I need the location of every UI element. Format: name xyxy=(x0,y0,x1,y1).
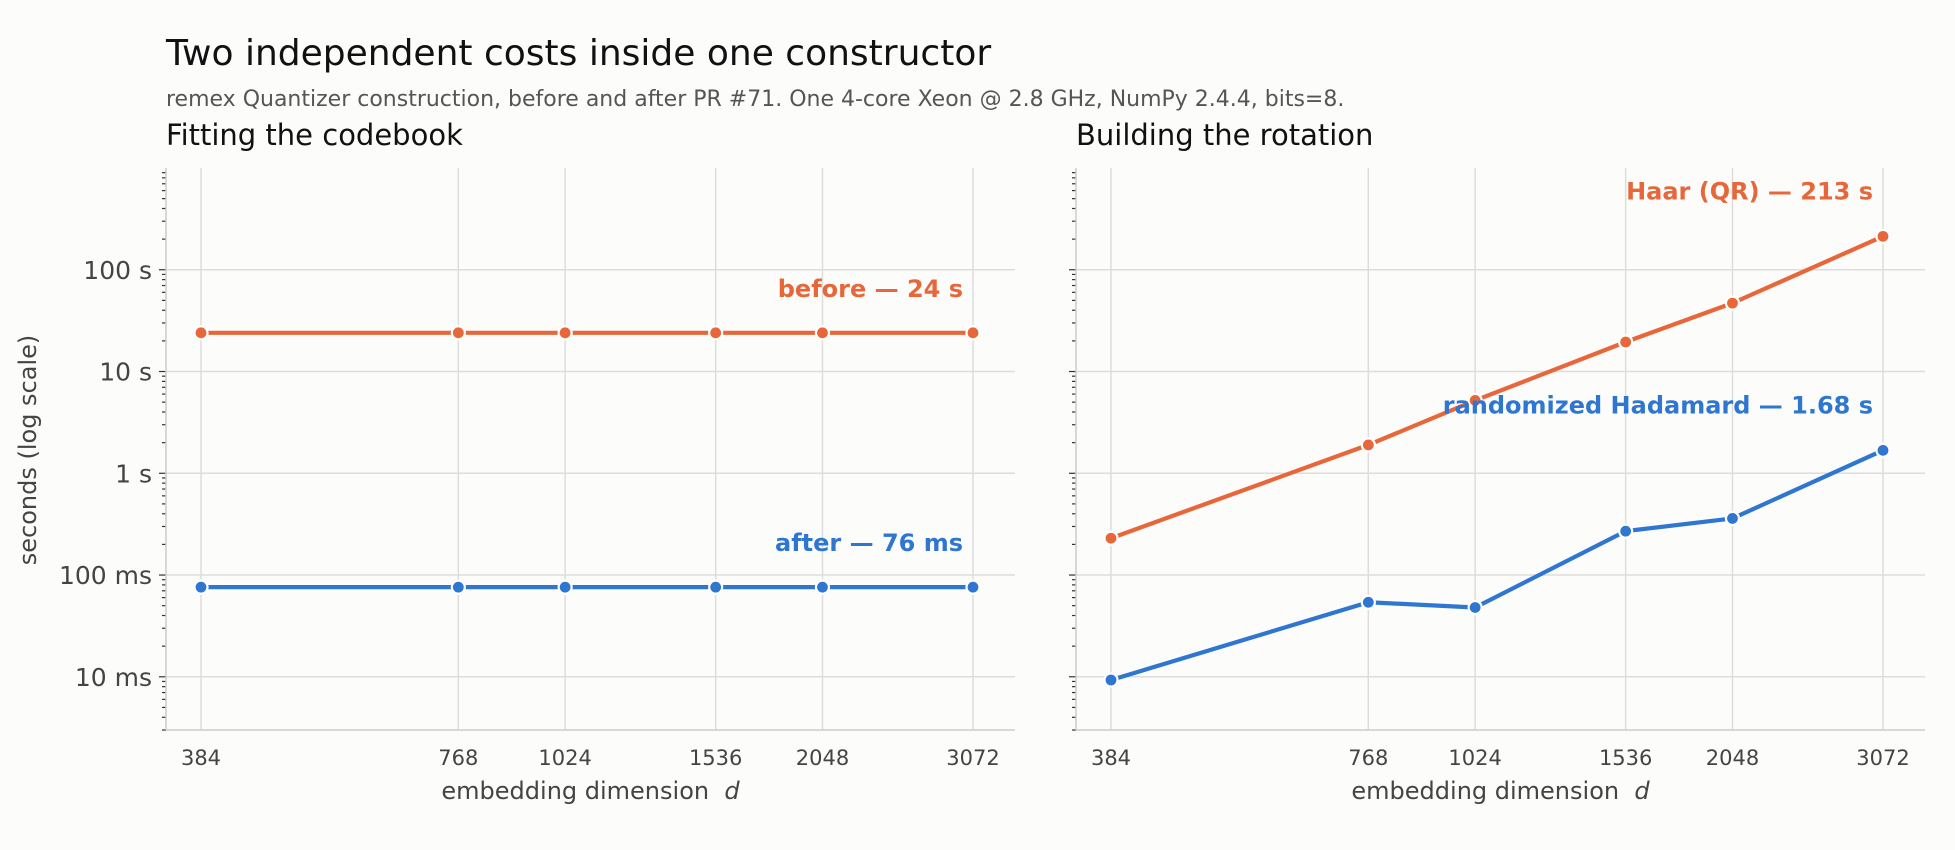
y-tick-label: 100 ms xyxy=(59,561,152,590)
figure-subtitle: remex Quantizer construction, before and… xyxy=(166,87,1344,112)
data-point xyxy=(1724,295,1741,311)
data-point xyxy=(1360,594,1376,610)
series-label: randomized Hadamard — 1.68 s xyxy=(1443,391,1873,419)
data-point xyxy=(1360,437,1376,453)
series-label: before — 24 s xyxy=(778,275,963,303)
y-axis-label: seconds (log scale) xyxy=(14,335,42,566)
panel-title-codebook: Fitting the codebook xyxy=(166,118,463,152)
data-point xyxy=(1103,672,1119,688)
series-label: Haar (QR) — 213 s xyxy=(1626,177,1873,205)
data-point xyxy=(1875,442,1891,458)
data-point xyxy=(965,579,981,595)
data-point xyxy=(1724,510,1741,527)
data-point xyxy=(557,579,573,595)
data-point xyxy=(814,325,831,341)
series-line xyxy=(1108,448,1886,683)
x-tick-label: 1536 xyxy=(689,746,742,770)
data-point xyxy=(1467,392,1483,409)
data-point xyxy=(1618,523,1634,539)
data-point xyxy=(1618,334,1634,350)
data-point xyxy=(1103,530,1119,546)
series-label: after — 76 ms xyxy=(775,529,963,557)
x-tick-label: 3072 xyxy=(946,746,999,770)
x-axis-label-variable: d xyxy=(724,777,740,805)
panel-codebook: Fitting the codebook 10 ms 100 ms 1 s 10 s 1… xyxy=(59,118,1015,805)
data-point xyxy=(814,579,831,595)
x-axis-label-text: embedding dimension xyxy=(1351,777,1634,805)
data-point xyxy=(557,325,573,341)
x-tick-label: 2048 xyxy=(796,746,849,770)
panel-rotation: Building the rotation 384 768 1024 1536 2048… xyxy=(1069,118,1925,805)
x-axis-label-text: embedding dimension xyxy=(441,777,724,805)
x-tick-label: 768 xyxy=(1348,746,1388,770)
data-point xyxy=(708,579,724,595)
y-tick-label: 10 s xyxy=(99,358,152,387)
x-axis-label: embedding dimension d xyxy=(1351,777,1650,805)
y-tick-label: 1 s xyxy=(115,459,152,488)
data-point xyxy=(450,325,466,341)
x-axis-label: embedding dimension d xyxy=(441,777,740,805)
x-axis-label-variable: d xyxy=(1634,777,1650,805)
data-point xyxy=(965,325,981,341)
x-tick-label: 768 xyxy=(438,746,478,770)
series-line xyxy=(1108,234,1886,541)
x-tick-label: 384 xyxy=(1091,746,1131,770)
data-point xyxy=(1875,228,1891,244)
y-tick-label: 10 ms xyxy=(75,663,152,692)
x-tick-label: 2048 xyxy=(1706,746,1759,770)
x-tick-label: 1536 xyxy=(1599,746,1652,770)
data-point xyxy=(708,325,724,341)
panel-title-rotation: Building the rotation xyxy=(1076,118,1373,152)
x-tick-label: 1024 xyxy=(1448,746,1501,770)
data-point xyxy=(1467,599,1483,616)
x-tick-label: 384 xyxy=(181,746,221,770)
data-point xyxy=(450,579,466,595)
figure-title: Two independent costs inside one constru… xyxy=(165,33,991,74)
x-tick-label: 1024 xyxy=(538,746,591,770)
data-point xyxy=(193,579,209,595)
data-point xyxy=(193,325,209,341)
y-tick-label: 100 s xyxy=(83,256,152,285)
x-tick-label: 3072 xyxy=(1856,746,1909,770)
